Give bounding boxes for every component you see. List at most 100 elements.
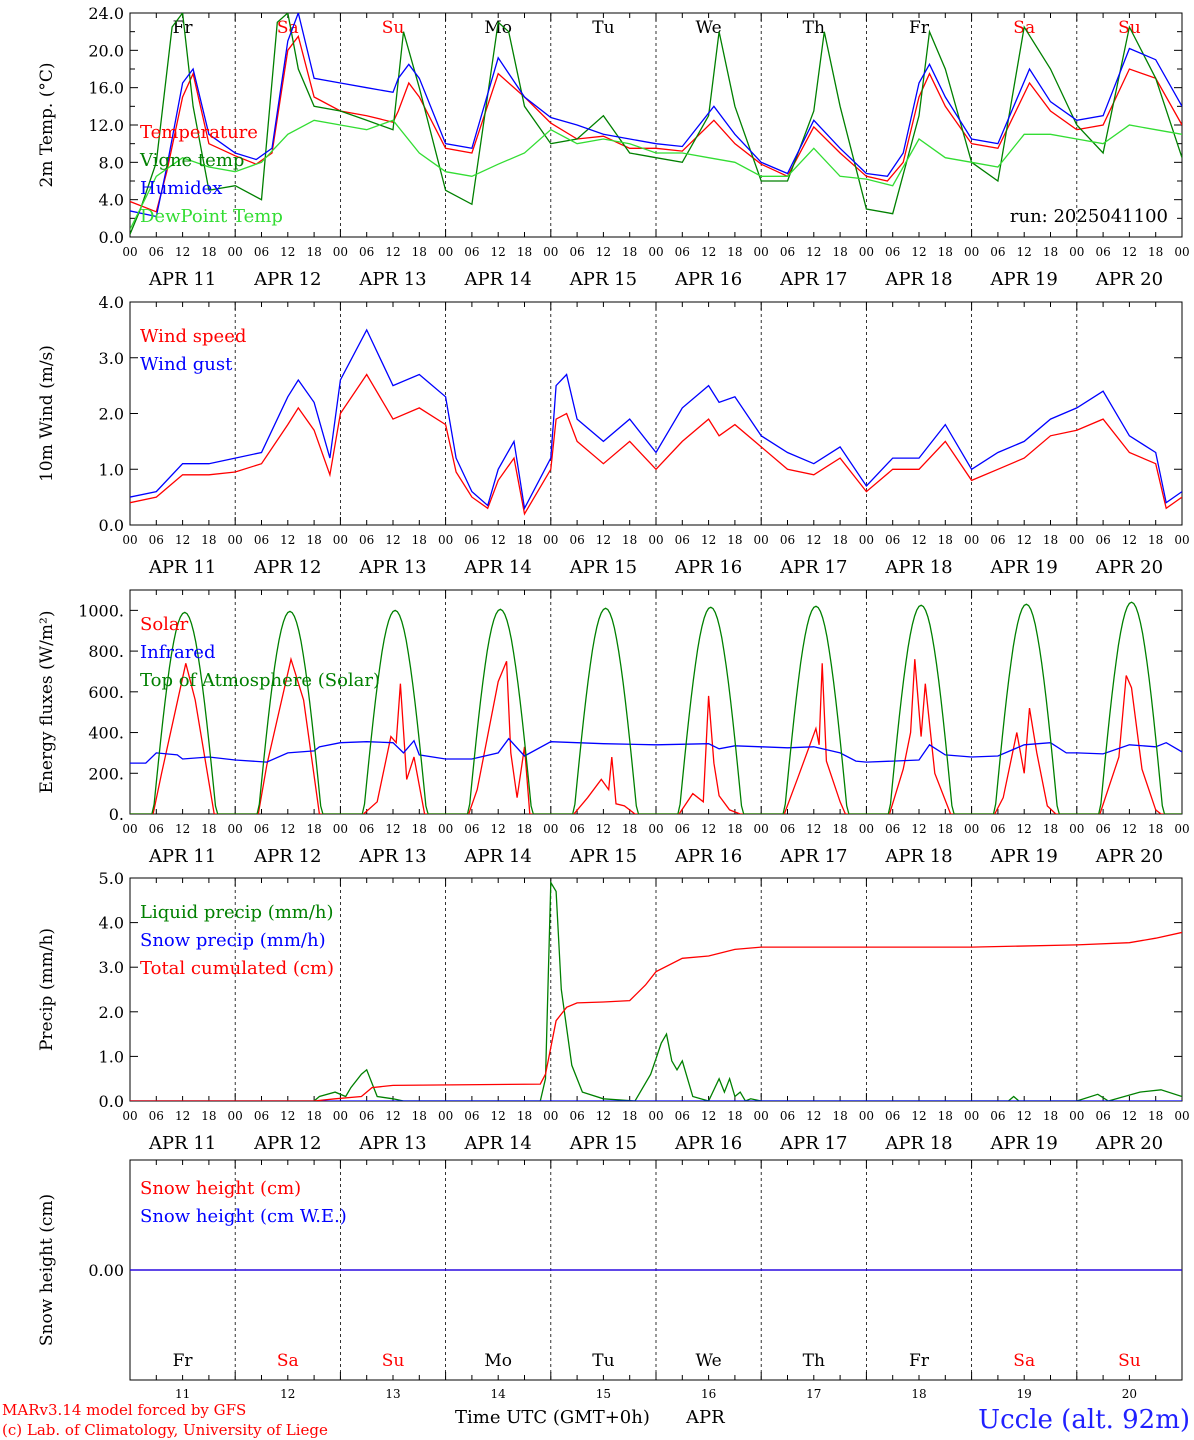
day-number-label: 17 xyxy=(806,1387,821,1401)
hour-tick-label: 00 xyxy=(1069,245,1084,259)
date-label: APR 19 xyxy=(990,1133,1058,1154)
hour-tick-label: 00 xyxy=(754,822,769,836)
panel-1: 0.0 4.0 8.0 12.0 16.0 20.0 24.0 2m Temp. (°C) 00… xyxy=(37,4,1190,290)
hour-tick-label: 06 xyxy=(254,1109,269,1123)
hour-tick-label: 18 xyxy=(1148,822,1163,836)
legend-entry: Temperature xyxy=(140,122,258,143)
date-label: APR 14 xyxy=(464,846,532,867)
hour-tick-label: 18 xyxy=(517,1109,532,1123)
series-group xyxy=(130,13,1182,235)
date-label: APR 16 xyxy=(674,269,742,290)
date-label: APR 18 xyxy=(884,557,952,578)
hour-tick-label: 06 xyxy=(990,1109,1005,1123)
hour-tick-label: 12 xyxy=(806,245,821,259)
date-label: APR 16 xyxy=(674,1133,742,1154)
y-tick-label: 5.0 xyxy=(99,869,124,888)
date-label: APR 16 xyxy=(674,557,742,578)
legend-entry: Infrared xyxy=(140,642,215,663)
hour-tick-label: 00 xyxy=(228,245,243,259)
hour-tick-label: 18 xyxy=(517,822,532,836)
date-label: APR 17 xyxy=(779,1133,847,1154)
hour-tick-label: 00 xyxy=(754,533,769,547)
hour-tick-label: 12 xyxy=(175,1109,190,1123)
date-label: APR 12 xyxy=(253,1133,321,1154)
day-number-label: 11 xyxy=(175,1387,190,1401)
weekday-label: Fr xyxy=(909,1351,930,1371)
legend-entry: Top of Atmosphere (Solar) xyxy=(140,670,380,691)
hour-tick-label: 18 xyxy=(517,245,532,259)
hour-tick-label: 06 xyxy=(569,822,584,836)
hour-tick-label: 06 xyxy=(780,533,795,547)
hour-tick-label: 18 xyxy=(938,533,953,547)
date-label: APR 20 xyxy=(1095,269,1163,290)
hour-tick-label: 06 xyxy=(885,533,900,547)
hour-tick-label: 00 xyxy=(859,1109,874,1123)
run-annotation: run: 2025041100 xyxy=(1010,206,1168,227)
y-tick-label: 12.0 xyxy=(88,116,124,135)
weekday-label: Sa xyxy=(277,18,299,38)
date-label: APR 12 xyxy=(253,269,321,290)
series-line-2 xyxy=(130,328,1182,511)
weekday-label: Fr xyxy=(173,1351,194,1371)
series-line-1 xyxy=(130,656,1182,814)
y-tick-label: 600. xyxy=(88,683,124,702)
credit-line-1: MARv3.14 model forced by GFS xyxy=(2,1401,246,1419)
y-tick-label: 20.0 xyxy=(88,41,124,60)
hour-tick-label: 06 xyxy=(990,822,1005,836)
date-label: APR 11 xyxy=(148,269,216,290)
y-tick-label: 8.0 xyxy=(99,153,124,172)
date-label: APR 12 xyxy=(253,557,321,578)
y-tick-label: 0. xyxy=(109,805,124,824)
hour-tick-label: 12 xyxy=(911,822,926,836)
y-tick-label: 0.0 xyxy=(99,1092,124,1111)
hour-tick-label: 00 xyxy=(1069,1109,1084,1123)
hour-tick-label: 12 xyxy=(175,822,190,836)
hour-tick-label: 00 xyxy=(1174,1109,1189,1123)
hour-tick-label: 06 xyxy=(990,533,1005,547)
weekday-label: Mo xyxy=(484,1351,512,1371)
hour-tick-label: 12 xyxy=(385,822,400,836)
hour-tick-label: 06 xyxy=(675,245,690,259)
date-label: APR 19 xyxy=(990,846,1058,867)
date-label: APR 13 xyxy=(358,846,426,867)
hour-tick-label: 00 xyxy=(333,1109,348,1123)
plot-frame xyxy=(129,12,1183,238)
panel-4: 0.0 1.0 2.0 3.0 4.0 5.0 Precip (mm/h) 00 06 12 18 A… xyxy=(37,869,1190,1154)
day-number-label: 18 xyxy=(911,1387,926,1401)
hour-tick-label: 00 xyxy=(648,533,663,547)
hour-tick-label: 06 xyxy=(569,533,584,547)
hour-tick-label: 06 xyxy=(780,245,795,259)
hour-tick-label: 00 xyxy=(228,533,243,547)
hour-tick-label: 00 xyxy=(122,245,137,259)
hour-tick-label: 12 xyxy=(806,1109,821,1123)
date-label: APR 13 xyxy=(358,269,426,290)
hour-tick-label: 18 xyxy=(622,1109,637,1123)
hour-tick-label: 12 xyxy=(1122,533,1137,547)
series-line-2 xyxy=(130,13,1182,235)
series-line-1 xyxy=(130,373,1182,516)
hour-tick-label: 06 xyxy=(675,1109,690,1123)
hour-tick-label: 06 xyxy=(675,822,690,836)
date-label: APR 20 xyxy=(1095,846,1163,867)
plot-frame xyxy=(129,301,1183,526)
hour-tick-label: 18 xyxy=(517,533,532,547)
hour-tick-label: 18 xyxy=(1148,1109,1163,1123)
hour-tick-label: 00 xyxy=(1174,533,1189,547)
series-line-4 xyxy=(130,119,1182,230)
day-number-label: 20 xyxy=(1122,1387,1137,1401)
hour-tick-label: 12 xyxy=(491,1109,506,1123)
hour-tick-label: 12 xyxy=(1122,245,1137,259)
date-label: APR 20 xyxy=(1095,1133,1163,1154)
hour-tick-label: 12 xyxy=(1122,822,1137,836)
weekday-label: We xyxy=(696,1351,722,1371)
weekday-label: We xyxy=(696,18,722,38)
hour-tick-label: 06 xyxy=(885,245,900,259)
hour-tick-label: 18 xyxy=(622,245,637,259)
hour-tick-label: 06 xyxy=(359,1109,374,1123)
date-label: APR 17 xyxy=(779,269,847,290)
hour-tick-label: 06 xyxy=(885,822,900,836)
series-line-1 xyxy=(130,34,1182,213)
date-label: APR 15 xyxy=(569,1133,637,1154)
hour-tick-label: 00 xyxy=(648,245,663,259)
series-line-2 xyxy=(130,737,1182,764)
